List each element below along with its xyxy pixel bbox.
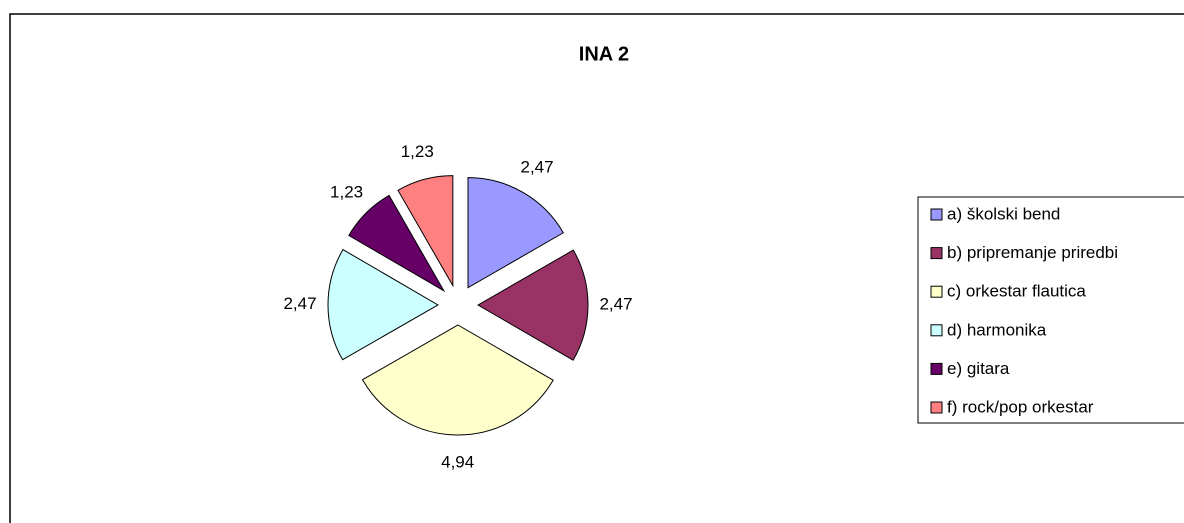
- pie-slice: [397, 175, 454, 288]
- legend-label: c) orkestar flautica: [947, 282, 1086, 301]
- data-label: 2,47: [521, 158, 554, 177]
- legend-label: a) školski bend: [947, 204, 1060, 223]
- data-label: 4,94: [441, 452, 474, 471]
- legend-box: [917, 196, 1184, 424]
- legend-swatch: [930, 401, 943, 414]
- pie-slice: [327, 248, 439, 361]
- pie-slice: [477, 249, 589, 361]
- legend-label: d) harmonika: [947, 320, 1047, 339]
- legend-label: b) pripremanje priredbi: [947, 243, 1118, 262]
- legend-swatch: [930, 362, 943, 375]
- legend-swatch: [930, 324, 943, 337]
- chart-title: INA 2: [579, 43, 629, 65]
- data-label: 2,47: [599, 295, 632, 314]
- legend-swatch: [930, 208, 943, 221]
- legend-label: f) rock/pop orkestar: [947, 397, 1094, 416]
- pie-slice: [467, 177, 564, 289]
- pie-slice: [361, 324, 554, 436]
- pie-slice: [348, 194, 446, 293]
- data-label: 1,23: [401, 142, 434, 161]
- legend-label: e) gitara: [947, 359, 1010, 378]
- legend-swatch: [930, 285, 943, 298]
- legend-swatch: [930, 247, 943, 260]
- data-label: 1,23: [330, 182, 363, 201]
- data-label: 2,47: [283, 294, 316, 313]
